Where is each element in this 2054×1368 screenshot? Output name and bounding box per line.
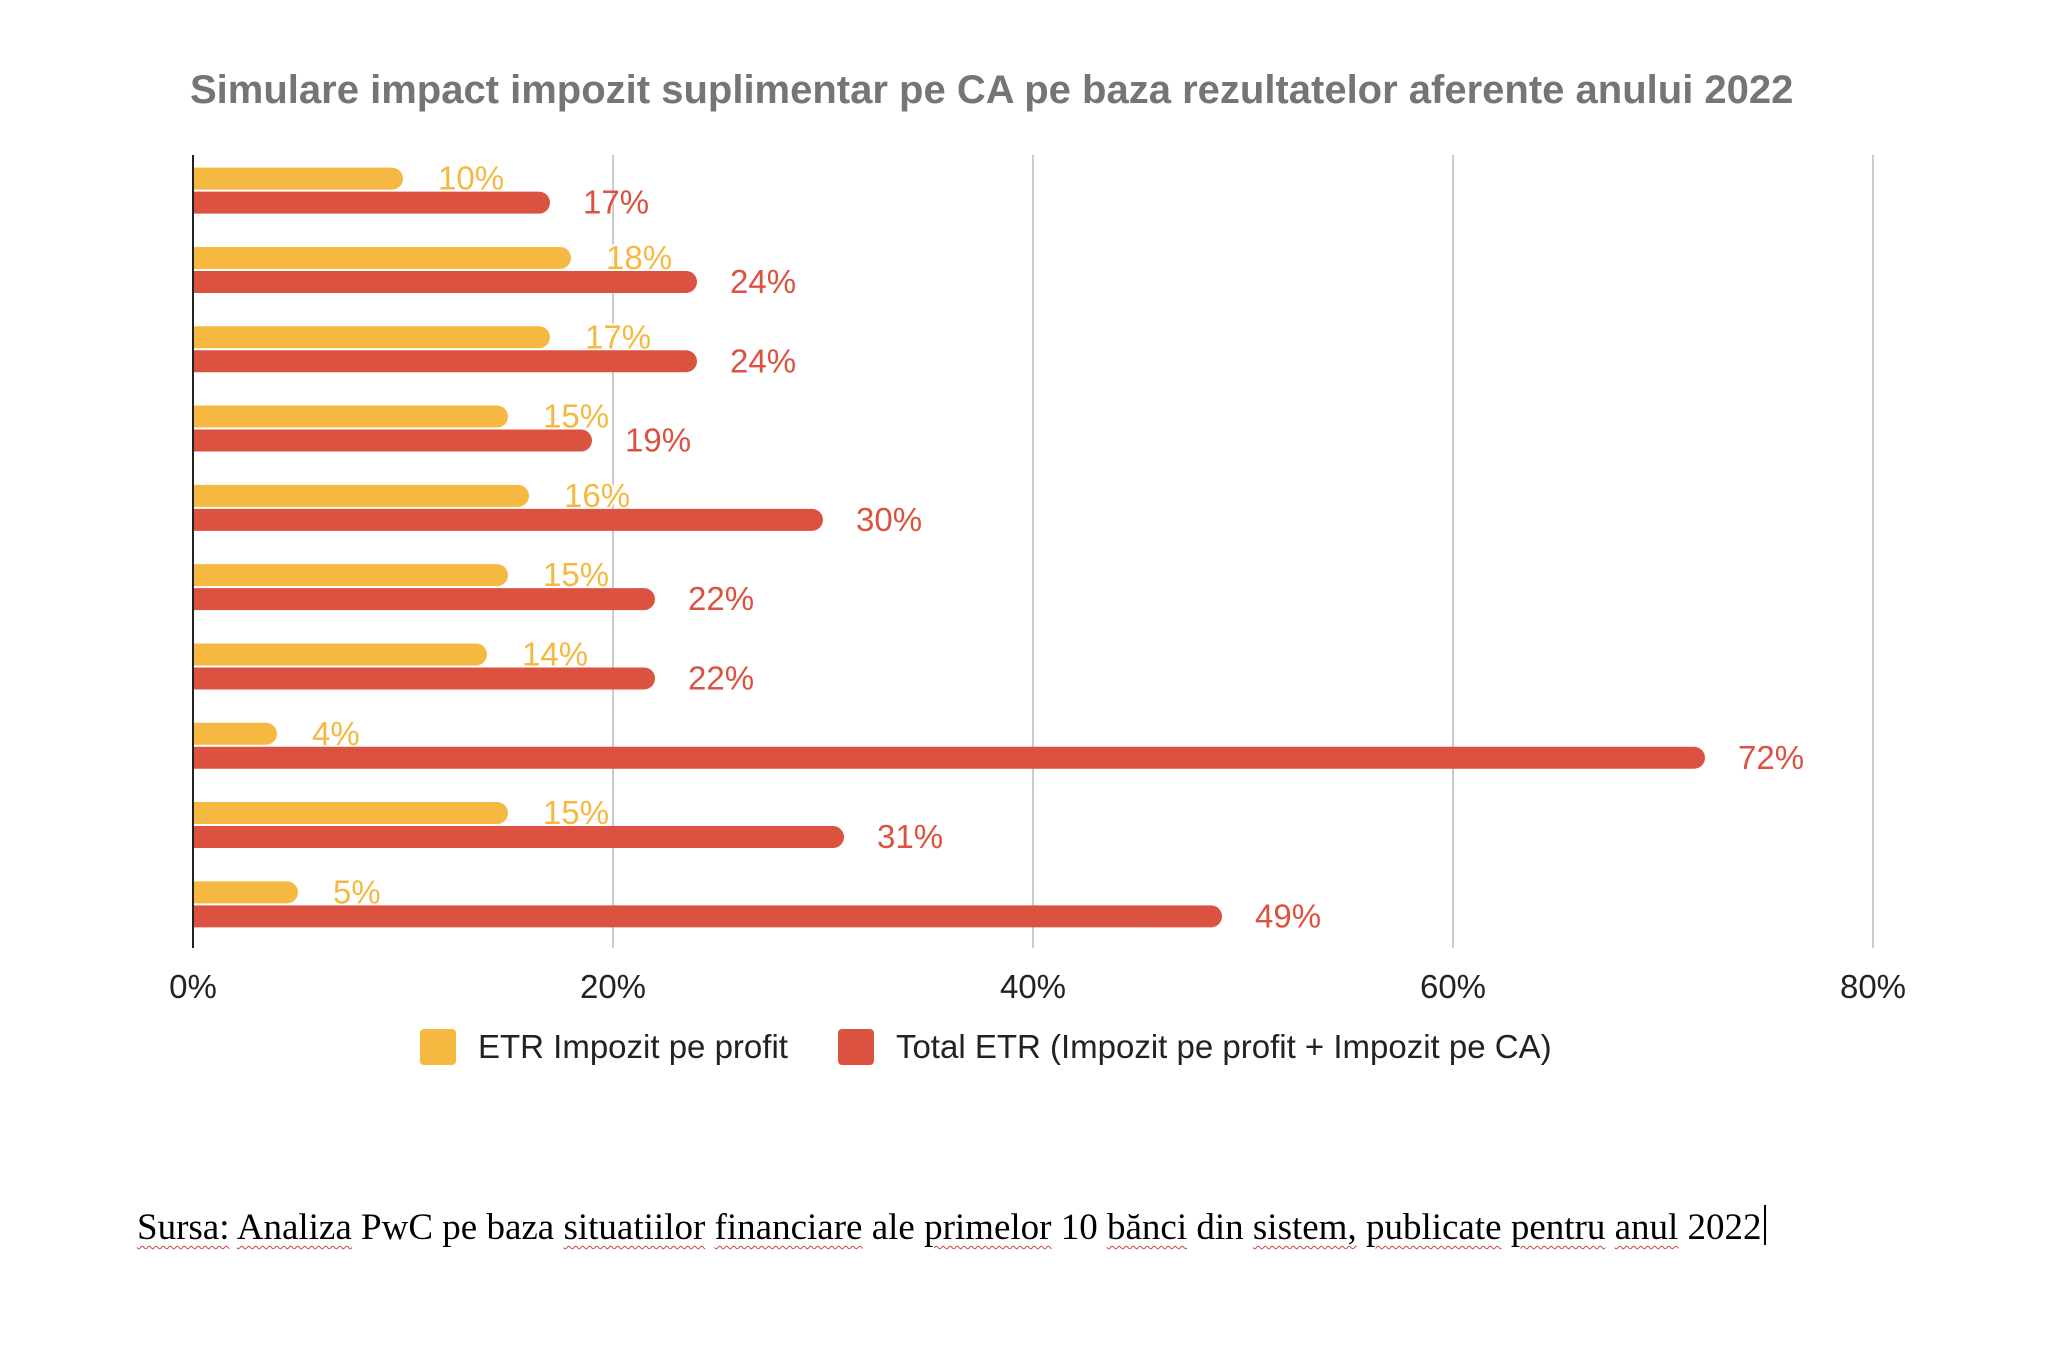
bar-etr-profit <box>193 167 403 190</box>
source-word: anul <box>1614 1207 1679 1248</box>
legend-item-total-etr: Total ETR (Impozit pe profit + Impozit p… <box>837 1028 1552 1066</box>
data-label-etr-profit: 17% <box>585 318 651 355</box>
bar-etr-profit <box>193 326 550 349</box>
source-word: pe <box>442 1207 478 1248</box>
source-word: ale <box>871 1207 915 1248</box>
data-label-total-etr: 72% <box>1738 739 1804 776</box>
bar-total-etr <box>193 667 655 690</box>
source-word: PwC <box>361 1207 433 1248</box>
bar-etr-profit <box>193 643 487 666</box>
data-label-etr-profit: 18% <box>606 239 672 276</box>
bar-total-etr <box>193 429 592 452</box>
bar-total-etr <box>193 826 844 849</box>
data-label-total-etr: 24% <box>730 342 796 379</box>
source-word: Analiza <box>236 1207 352 1248</box>
bar-etr-profit <box>193 405 509 428</box>
source-note: Sursa: Analiza PwC pe baza situatiilor f… <box>137 1205 1917 1250</box>
source-word: bănci <box>1106 1207 1188 1248</box>
source-word: pentru <box>1510 1207 1606 1248</box>
chart-title: Simulare impact impozit suplimentar pe C… <box>190 68 1794 112</box>
bar-total-etr <box>193 191 550 214</box>
data-label-total-etr: 19% <box>625 422 691 459</box>
source-word: baza <box>486 1207 555 1248</box>
bar-total-etr <box>193 588 655 611</box>
source-word: 2022 <box>1687 1207 1762 1248</box>
bar-total-etr <box>193 905 1222 928</box>
bar-etr-profit <box>193 802 509 825</box>
legend-label-total-etr: Total ETR (Impozit pe profit + Impozit p… <box>895 1028 1552 1065</box>
bar-total-etr <box>193 350 698 373</box>
data-label-etr-profit: 14% <box>522 635 588 672</box>
source-word: situatiilor <box>563 1207 706 1248</box>
data-label-total-etr: 24% <box>730 263 796 300</box>
text-cursor <box>1763 1205 1766 1245</box>
bar-chart: 10% 17% 18% 24% 17% 24% 15% 19% 16% 30% 15% 22% 14% 2… <box>169 155 1906 1000</box>
x-tick-label: 60% <box>1420 968 1486 1000</box>
legend: ETR Impozit pe profit Total ETR (Impozit… <box>420 1025 1552 1069</box>
data-label-etr-profit: 15% <box>543 398 609 435</box>
data-label-total-etr: 22% <box>688 659 754 696</box>
data-label-total-etr: 17% <box>583 184 649 221</box>
x-tick-label: 40% <box>1000 968 1066 1000</box>
legend-swatch-etr-profit <box>420 1029 456 1065</box>
x-axis-tick-labels: 0% 20% 40% 60% 80% <box>169 968 1906 1000</box>
x-tick-label: 0% <box>169 968 217 1000</box>
data-label-etr-profit: 15% <box>543 794 609 831</box>
source-word: financiare <box>714 1207 863 1248</box>
source-word: 10 <box>1060 1207 1098 1248</box>
source-word: primelor <box>924 1207 1052 1248</box>
bar-etr-profit <box>193 484 529 507</box>
data-label-etr-profit: 4% <box>312 715 360 752</box>
data-label-total-etr: 30% <box>856 501 922 538</box>
source-word: sistem, <box>1252 1207 1357 1248</box>
x-tick-label: 80% <box>1840 968 1906 1000</box>
data-label-total-etr: 22% <box>688 580 754 617</box>
bar-etr-profit <box>193 246 571 269</box>
data-label-etr-profit: 10% <box>438 160 504 197</box>
legend-label-etr-profit: ETR Impozit pe profit <box>478 1028 788 1065</box>
x-tick-label: 20% <box>580 968 646 1000</box>
bars: 10% 17% 18% 24% 17% 24% 15% 19% 16% 30% 15% 22% 14% 2… <box>193 158 1804 934</box>
source-word: din <box>1196 1207 1244 1248</box>
bar-total-etr <box>193 508 823 531</box>
source-word: publicate <box>1365 1207 1502 1248</box>
data-label-etr-profit: 5% <box>333 873 381 910</box>
bar-total-etr <box>193 746 1705 769</box>
data-label-total-etr: 49% <box>1255 897 1321 934</box>
bar-total-etr <box>193 270 698 293</box>
source-prefix: Sursa: <box>137 1207 230 1248</box>
bar-etr-profit <box>193 881 298 904</box>
bar-etr-profit <box>193 722 277 745</box>
data-label-total-etr: 31% <box>877 818 943 855</box>
data-label-etr-profit: 15% <box>543 556 609 593</box>
data-label-etr-profit: 16% <box>564 477 630 514</box>
legend-item-etr-profit: ETR Impozit pe profit <box>420 1028 788 1066</box>
bar-etr-profit <box>193 564 509 587</box>
legend-swatch-total-etr <box>837 1029 874 1065</box>
